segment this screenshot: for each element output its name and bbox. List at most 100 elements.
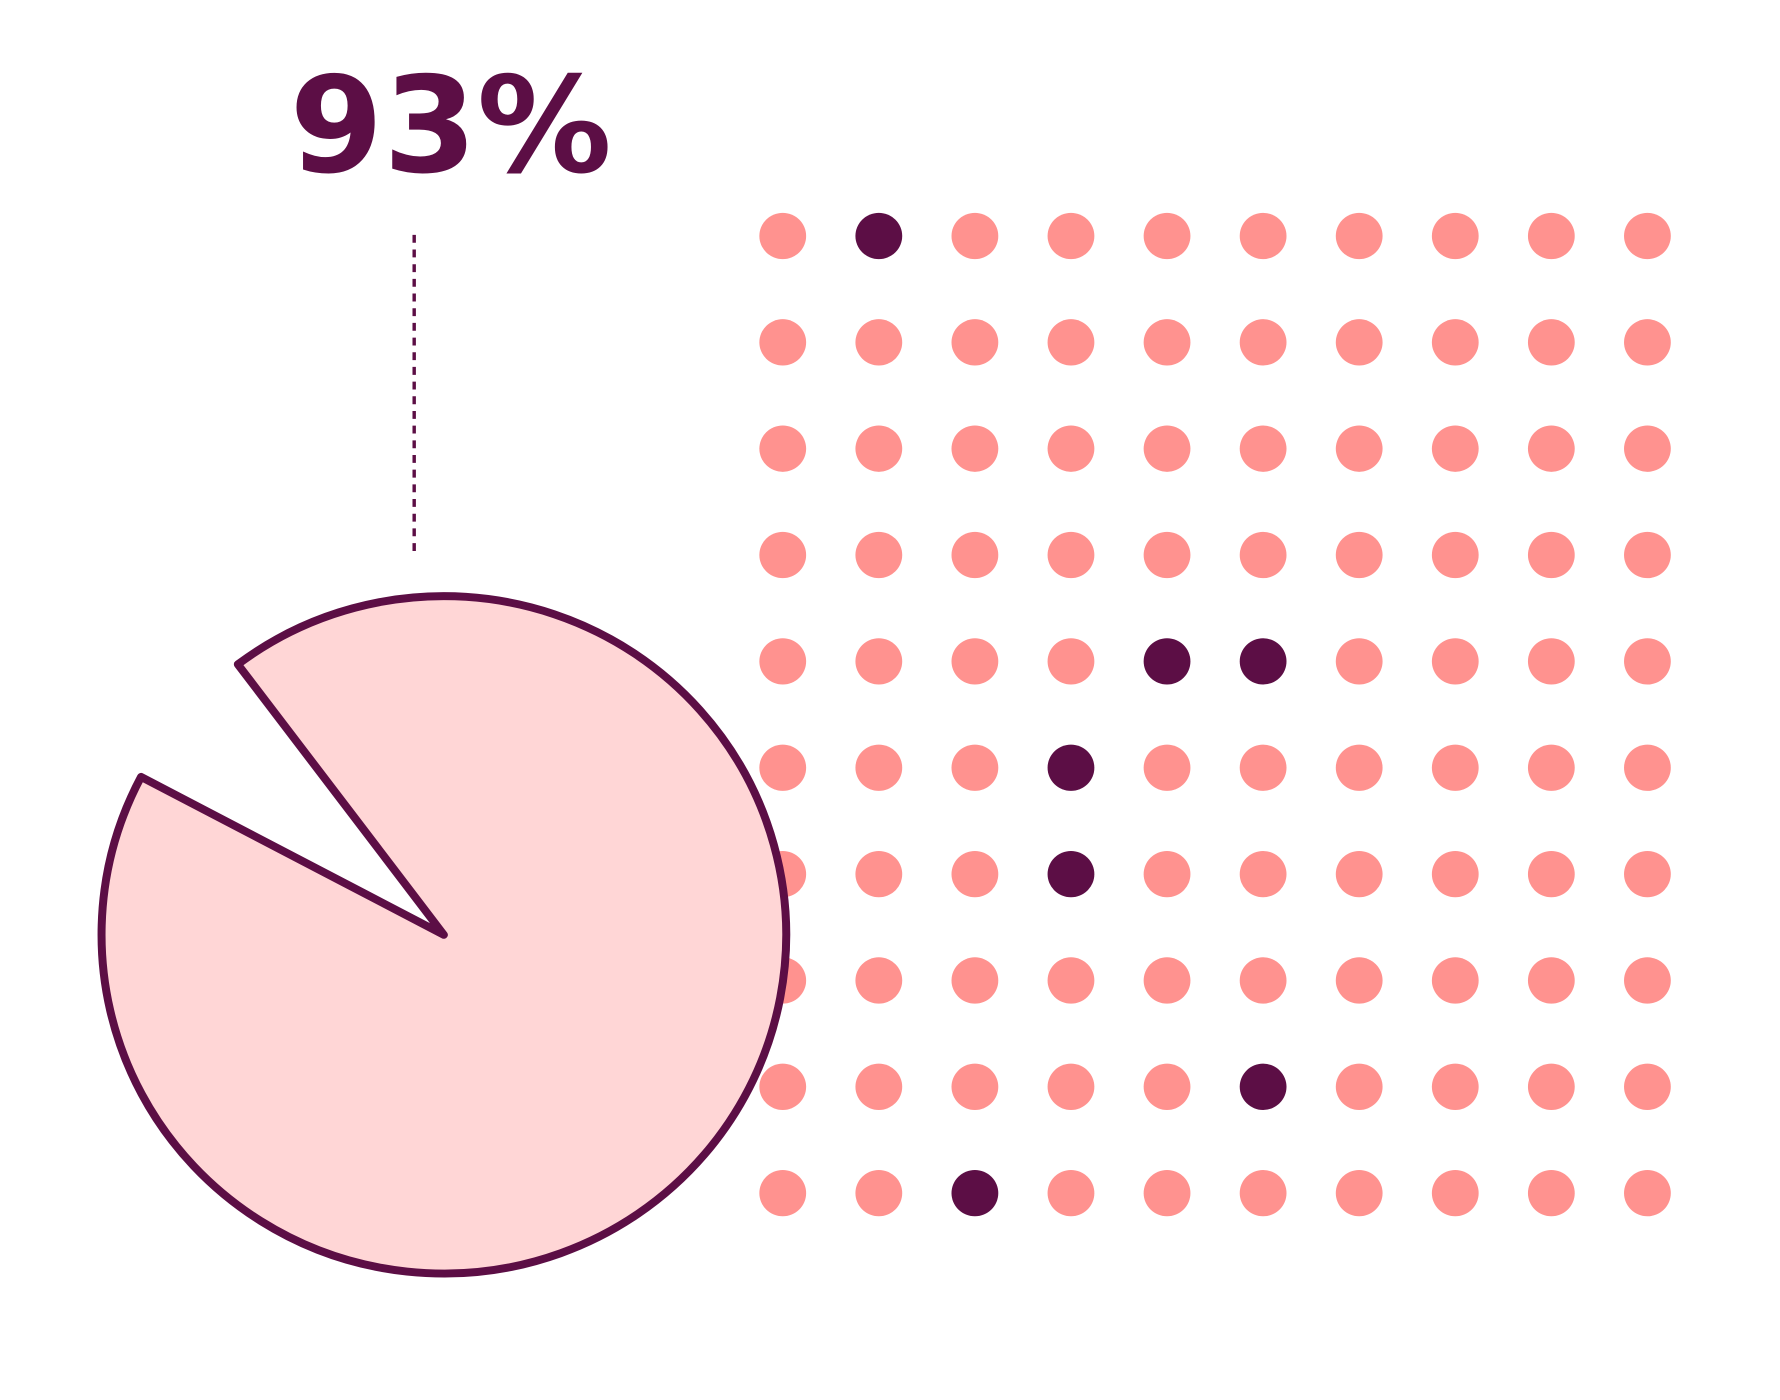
dot <box>1527 319 1575 366</box>
dot <box>1335 1170 1383 1217</box>
dot <box>1239 744 1287 791</box>
dot <box>951 212 999 260</box>
dot <box>1239 1063 1287 1110</box>
dot <box>1143 744 1191 791</box>
dot <box>1143 319 1191 366</box>
dot <box>1143 1063 1191 1110</box>
dot <box>759 638 807 685</box>
dot <box>855 957 903 1004</box>
dot <box>1047 425 1095 472</box>
dot <box>1431 1170 1479 1217</box>
pie-slice <box>97 592 791 1278</box>
dot <box>1624 425 1671 472</box>
dot <box>1143 212 1191 260</box>
dot <box>1624 638 1671 685</box>
dot <box>1047 744 1095 791</box>
dot <box>1239 425 1287 472</box>
dot <box>1239 531 1287 579</box>
dot <box>1143 638 1191 685</box>
dot <box>1047 1170 1095 1217</box>
dot <box>1431 1063 1479 1110</box>
dot <box>1335 319 1383 366</box>
dot <box>1239 957 1287 1004</box>
dot <box>1239 1170 1287 1217</box>
dot <box>1047 212 1095 260</box>
dot <box>1527 957 1575 1004</box>
dot <box>1335 744 1383 791</box>
dot <box>1335 638 1383 685</box>
dot <box>855 638 903 685</box>
dot <box>1624 1063 1671 1110</box>
dot <box>1239 319 1287 366</box>
dot <box>1335 531 1383 579</box>
dot <box>1047 850 1095 898</box>
dot <box>1431 638 1479 685</box>
dot <box>759 1063 807 1110</box>
dot <box>855 212 903 260</box>
dot <box>1527 744 1575 791</box>
dot <box>1239 638 1287 685</box>
dot <box>1527 1063 1575 1110</box>
dot <box>1431 957 1479 1004</box>
dot <box>1143 957 1191 1004</box>
dot <box>1624 744 1671 791</box>
dot <box>951 638 999 685</box>
dot <box>1527 1170 1575 1217</box>
dot <box>1624 319 1671 366</box>
dot <box>855 531 903 579</box>
dot <box>1047 1063 1095 1110</box>
dot-grid <box>759 212 1671 1217</box>
pie <box>97 592 791 1278</box>
dot <box>1239 850 1287 898</box>
dot <box>1527 531 1575 579</box>
dot <box>1047 638 1095 685</box>
dot <box>759 319 807 366</box>
dot <box>1047 319 1095 366</box>
dot <box>1527 212 1575 260</box>
dot <box>1527 638 1575 685</box>
dot <box>1047 531 1095 579</box>
dot <box>855 425 903 472</box>
dot <box>1335 425 1383 472</box>
dot <box>855 1063 903 1110</box>
dot <box>1431 850 1479 898</box>
dot <box>1624 850 1671 898</box>
dot <box>1624 957 1671 1004</box>
dot <box>1431 744 1479 791</box>
dot <box>951 1063 999 1110</box>
dot <box>1527 425 1575 472</box>
dot <box>1431 531 1479 579</box>
dot <box>951 531 999 579</box>
dot <box>1143 425 1191 472</box>
dot <box>951 850 999 898</box>
dot <box>855 1170 903 1217</box>
dot <box>1335 850 1383 898</box>
dot <box>1239 212 1287 260</box>
dot <box>1624 212 1671 260</box>
dot <box>1047 957 1095 1004</box>
dot <box>759 1170 807 1217</box>
dot <box>951 957 999 1004</box>
dot <box>759 531 807 579</box>
dot <box>1335 957 1383 1004</box>
dot <box>1624 531 1671 579</box>
dot <box>759 212 807 260</box>
dot <box>1143 531 1191 579</box>
dot <box>759 744 807 791</box>
dot <box>951 425 999 472</box>
dot <box>951 1170 999 1217</box>
dot <box>855 744 903 791</box>
dot <box>1335 212 1383 260</box>
value-label: 93% <box>290 48 612 203</box>
dot <box>1335 1063 1383 1110</box>
dot <box>855 319 903 366</box>
dot <box>951 319 999 366</box>
dot <box>1624 1170 1671 1217</box>
dot <box>759 425 807 472</box>
dot <box>1527 850 1575 898</box>
dot <box>855 850 903 898</box>
dot <box>1143 1170 1191 1217</box>
dot <box>1431 425 1479 472</box>
dot <box>1431 212 1479 260</box>
